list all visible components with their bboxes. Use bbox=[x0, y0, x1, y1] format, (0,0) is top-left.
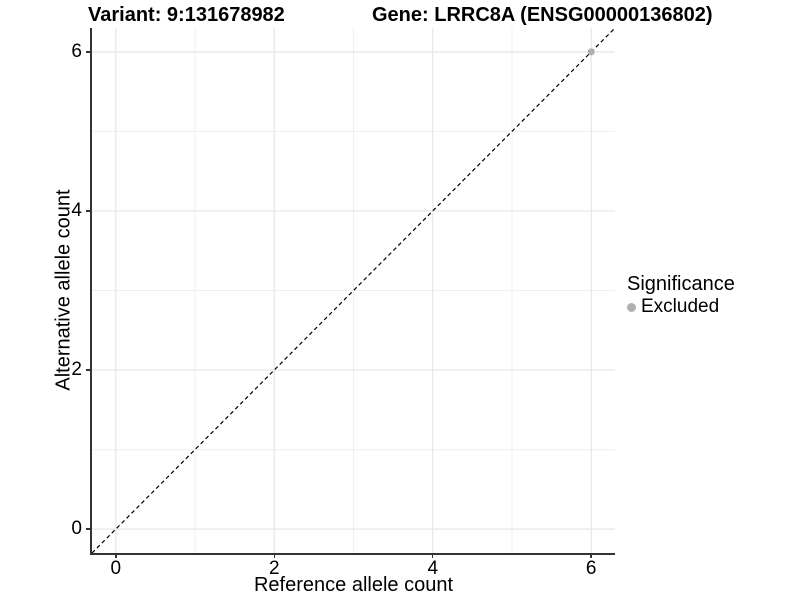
x-tick-label: 4 bbox=[427, 558, 439, 579]
plot-panel bbox=[90, 28, 615, 555]
plot-title-variant: Variant: 9:131678982 bbox=[88, 4, 285, 26]
data-point-excluded bbox=[587, 48, 595, 56]
y-tick-label: 6 bbox=[71, 40, 82, 62]
x-axis-title: Reference allele count bbox=[253, 574, 453, 596]
y-tick-mark bbox=[86, 51, 91, 53]
identity-line bbox=[92, 28, 615, 553]
legend: Significance Excluded bbox=[627, 273, 735, 318]
y-tick-mark bbox=[86, 210, 91, 212]
y-tick-label: 4 bbox=[71, 199, 82, 221]
x-tick-mark bbox=[115, 553, 117, 558]
y-tick-mark bbox=[86, 528, 91, 530]
y-tick-mark bbox=[86, 369, 91, 371]
x-tick-label: 6 bbox=[585, 558, 597, 579]
x-tick-mark bbox=[590, 553, 592, 558]
legend-key-point-icon bbox=[627, 302, 636, 312]
y-tick-label: 2 bbox=[71, 359, 82, 381]
plot-title-gene: Gene: LRRC8A (ENSG00000136802) bbox=[372, 4, 713, 26]
x-tick-label: 0 bbox=[110, 558, 122, 579]
x-tick-mark bbox=[273, 553, 275, 558]
legend-item-label: Excluded bbox=[641, 296, 720, 317]
legend-item-excluded: Excluded bbox=[627, 296, 735, 318]
plot-area-svg bbox=[92, 28, 615, 553]
x-tick-mark bbox=[431, 553, 434, 558]
x-tick-label: 2 bbox=[268, 558, 280, 579]
legend-title: Significance bbox=[627, 273, 735, 295]
y-tick-label: 0 bbox=[71, 518, 82, 540]
